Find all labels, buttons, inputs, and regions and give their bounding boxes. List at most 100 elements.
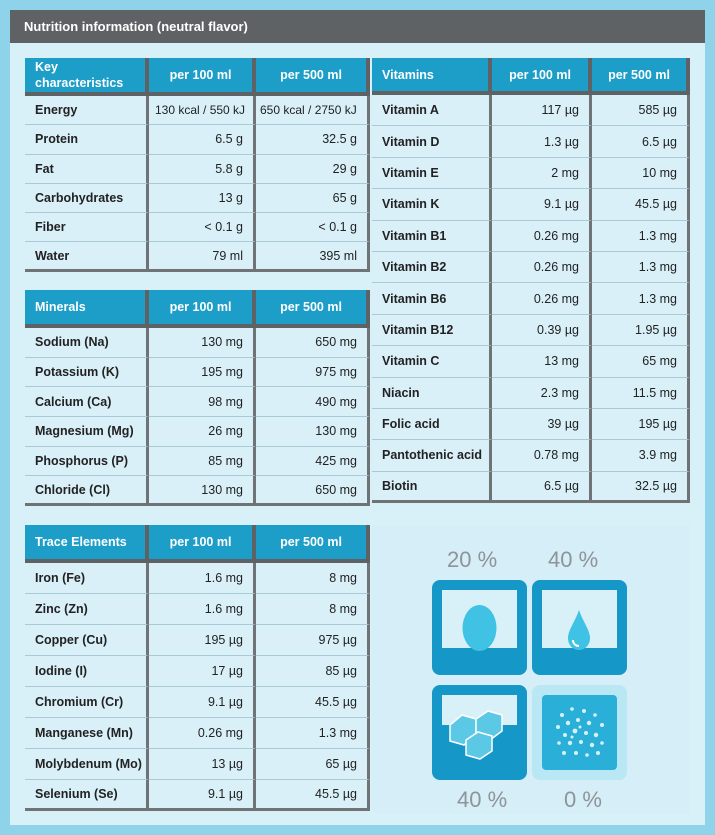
value-100ml: 0.78 mg (492, 440, 592, 472)
table-row: Fat 5.8 g 29 g (25, 154, 370, 184)
per-500ml-header: per 500 ml (256, 525, 370, 563)
vitamins-table: Vitamins per 100 ml per 500 ml Vitamin A… (372, 58, 690, 504)
nutrient-name: Manganese (Mn) (25, 718, 149, 749)
value-500ml: 585 µg (592, 95, 690, 127)
nutrient-name: Vitamin E (372, 157, 492, 190)
trace-elements-header: Trace Elements (25, 525, 149, 563)
table-row: Biotin 6.5 µg 32.5 µg (372, 471, 690, 504)
nutrient-name: Molybdenum (Mo) (25, 749, 149, 780)
nutrient-name: Protein (25, 125, 149, 155)
value-100ml: 6.5 g (149, 125, 256, 155)
value-100ml: 130 mg (149, 328, 256, 358)
nutrient-name: Fat (25, 154, 149, 184)
fiber-icon (542, 695, 617, 770)
value-500ml: 425 mg (256, 446, 370, 477)
value-100ml: 39 µg (492, 408, 592, 441)
egg-icon (442, 590, 517, 651)
nutrition-panel: Nutrition information (neutral flavor) K… (10, 10, 705, 825)
table-row: Molybdenum (Mo) 13 µg 65 µg (25, 749, 370, 780)
value-500ml: 85 µg (256, 656, 370, 687)
value-500ml: 650 kcal / 2750 kJ (256, 96, 370, 126)
value-100ml: 0.26 mg (492, 251, 592, 284)
nutrient-name: Calcium (Ca) (25, 387, 149, 418)
value-100ml: 130 mg (149, 476, 256, 507)
value-500ml: 8 mg (256, 563, 370, 594)
carbohydrates-tile (432, 685, 527, 780)
value-100ml: 195 µg (149, 625, 256, 656)
value-500ml: 45.5 µg (592, 189, 690, 221)
value-500ml: 65 mg (592, 346, 690, 378)
table-row: Magnesium (Mg) 26 mg 130 mg (25, 417, 370, 447)
minerals-header: Minerals (25, 290, 149, 328)
value-500ml: 1.95 µg (592, 314, 690, 347)
value-500ml: < 0.1 g (256, 213, 370, 243)
value-500ml: 10 mg (592, 157, 690, 190)
value-100ml: 0.39 µg (492, 314, 592, 347)
table-row: Vitamin K 9.1 µg 45.5 µg (372, 189, 690, 221)
nutrient-name: Energy (25, 96, 149, 126)
table-row: Chromium (Cr) 9.1 µg 45.5 µg (25, 687, 370, 718)
fat-tile (532, 580, 627, 675)
value-100ml: 9.1 µg (149, 687, 256, 718)
value-500ml: 32.5 µg (592, 471, 690, 504)
nutrient-name: Vitamin B12 (372, 314, 492, 347)
value-100ml: 0.26 mg (492, 220, 592, 252)
per-100ml-header: per 100 ml (149, 525, 256, 563)
panel-title: Nutrition information (neutral flavor) (10, 10, 705, 43)
nutrient-name: Vitamin A (372, 95, 492, 127)
table-row: Iodine (I) 17 µg 85 µg (25, 656, 370, 687)
table-row: Zinc (Zn) 1.6 mg 8 mg (25, 594, 370, 625)
trace-elements-table: Trace Elements per 100 ml per 500 ml Iro… (25, 525, 370, 811)
carbohydrates-percent: 40 % (457, 787, 508, 812)
table-row: Manganese (Mn) 0.26 mg 1.3 mg (25, 718, 370, 749)
table-row: Carbohydrates 13 g 65 g (25, 183, 370, 214)
value-100ml: 0.26 mg (149, 718, 256, 749)
value-100ml: 13 µg (149, 749, 256, 780)
per-500ml-header: per 500 ml (256, 290, 370, 328)
value-500ml: 650 mg (256, 476, 370, 507)
nutrient-name: Vitamin C (372, 346, 492, 378)
minerals-table: Minerals per 100 ml per 500 ml Sodium (N… (25, 290, 370, 507)
table-row: Potassium (K) 195 mg 975 mg (25, 357, 370, 388)
value-500ml: 11.5 mg (592, 377, 690, 409)
value-100ml: 0.26 mg (492, 283, 592, 315)
value-500ml: 1.3 mg (592, 220, 690, 252)
value-100ml: 17 µg (149, 656, 256, 687)
value-100ml: 13 g (149, 183, 256, 214)
per-100ml-header: per 100 ml (149, 58, 256, 96)
value-100ml: 85 mg (149, 446, 256, 477)
nutrient-name: Folic acid (372, 408, 492, 441)
table-row: Chloride (Cl) 130 mg 650 mg (25, 476, 370, 507)
value-100ml: < 0.1 g (149, 213, 256, 243)
table-row: Vitamin E 2 mg 10 mg (372, 157, 690, 190)
value-500ml: 1.3 mg (592, 251, 690, 284)
table-row: Protein 6.5 g 32.5 g (25, 125, 370, 155)
nutrient-name: Sodium (Na) (25, 328, 149, 358)
nutrient-name: Vitamin D (372, 126, 492, 158)
nutrient-name: Chloride (Cl) (25, 476, 149, 507)
table-row: Selenium (Se) 9.1 µg 45.5 µg (25, 780, 370, 811)
nutrient-name: Pantothenic acid (372, 440, 492, 472)
nutrient-name: Vitamin K (372, 189, 492, 221)
table-row: Calcium (Ca) 98 mg 490 mg (25, 387, 370, 418)
sugar-cubes-icon (442, 695, 517, 760)
value-500ml: 6.5 µg (592, 126, 690, 158)
nutrient-name: Vitamin B6 (372, 283, 492, 315)
value-100ml: 6.5 µg (492, 471, 592, 504)
value-500ml: 29 g (256, 154, 370, 184)
key-characteristics-header: Key characteristics (25, 58, 149, 96)
per-500ml-header: per 500 ml (592, 58, 690, 95)
value-500ml: 1.3 mg (256, 718, 370, 749)
value-500ml: 395 ml (256, 242, 370, 272)
nutrient-name: Vitamin B1 (372, 220, 492, 252)
table-row: Phosphorus (P) 85 mg 425 mg (25, 446, 370, 477)
nutrient-name: Biotin (372, 471, 492, 504)
value-100ml: 9.1 µg (492, 189, 592, 221)
table-row: Pantothenic acid 0.78 mg 3.9 mg (372, 440, 690, 472)
value-100ml: 2.3 mg (492, 377, 592, 409)
fiber-tile (532, 685, 627, 780)
value-100ml: 130 kcal / 550 kJ (149, 96, 256, 126)
table-row: Sodium (Na) 130 mg 650 mg (25, 328, 370, 358)
nutrient-name: Iodine (I) (25, 656, 149, 687)
table-row: Vitamin B12 0.39 µg 1.95 µg (372, 314, 690, 347)
